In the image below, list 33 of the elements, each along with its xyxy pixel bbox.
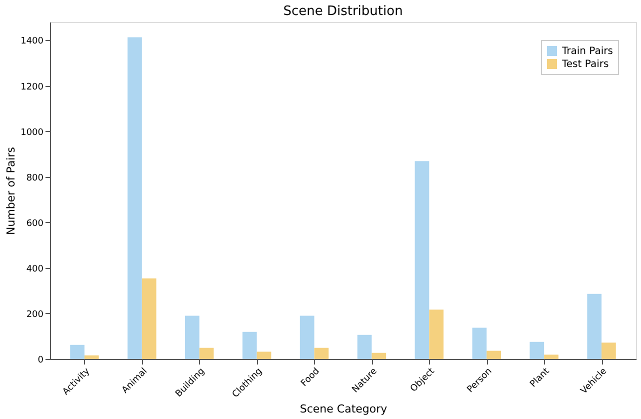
bar	[128, 37, 142, 359]
y-tick-label: 1200	[20, 82, 44, 92]
bar	[300, 316, 314, 359]
bar	[242, 332, 257, 359]
bar	[314, 348, 329, 359]
chart-title: Scene Distribution	[283, 4, 403, 19]
y-tick-label: 1000	[20, 128, 44, 138]
bar	[602, 342, 616, 359]
y-tick-label: 400	[26, 264, 44, 274]
bar	[372, 352, 386, 359]
bar	[84, 355, 99, 359]
y-tick-label: 600	[26, 218, 44, 229]
legend-label: Test Pairs	[561, 59, 609, 70]
bar	[429, 310, 444, 359]
y-axis-title: Number of Pairs	[4, 146, 18, 235]
bar	[486, 350, 501, 359]
y-tick-label: 200	[26, 310, 44, 320]
bar	[256, 352, 272, 359]
bar	[587, 294, 602, 359]
bar	[70, 344, 84, 359]
y-tick-label: 800	[26, 173, 44, 184]
y-tick-label: 0	[38, 356, 44, 366]
x-axis-title: Scene Category	[300, 402, 388, 416]
bar	[357, 334, 372, 359]
bar	[530, 342, 544, 359]
bar	[142, 278, 156, 359]
y-tick-label: 1400	[20, 36, 44, 47]
legend-label: Train Pairs	[561, 46, 613, 57]
bar	[414, 161, 430, 359]
bar	[472, 328, 487, 359]
bar	[185, 316, 200, 359]
bar	[544, 354, 558, 359]
bar	[199, 348, 214, 359]
